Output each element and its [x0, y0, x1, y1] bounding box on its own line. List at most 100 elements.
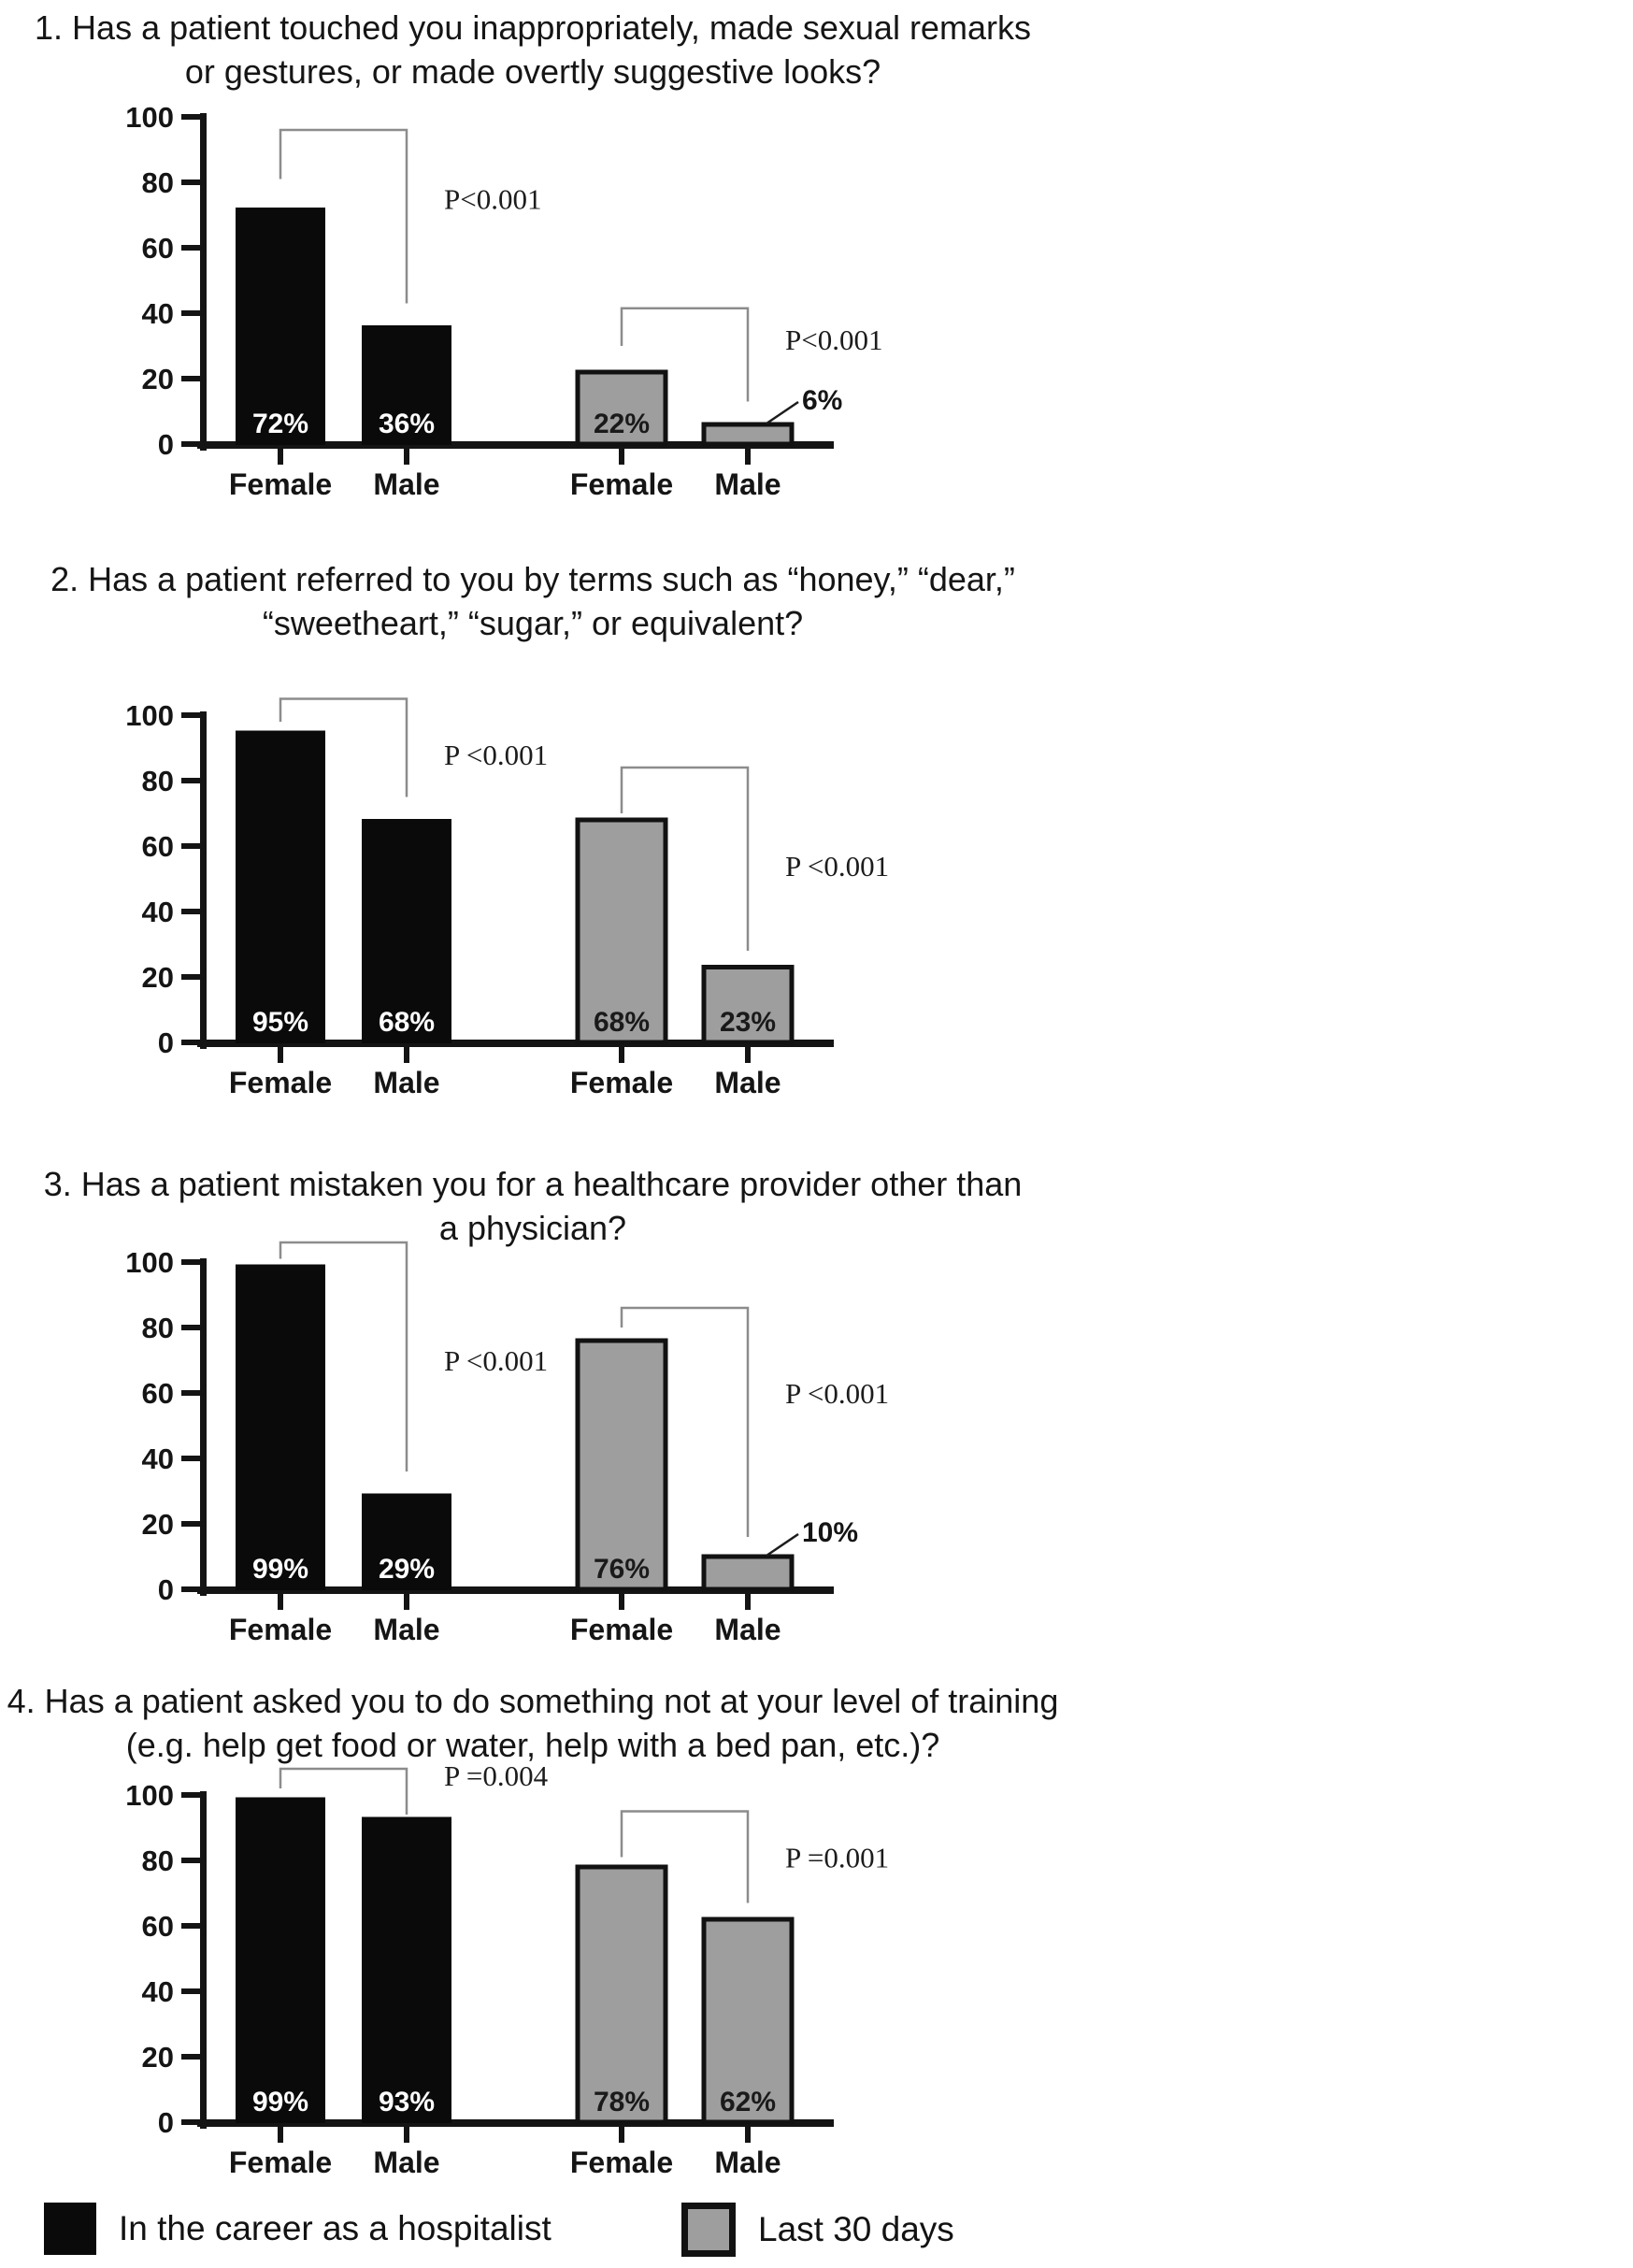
- y-tick-60: [181, 843, 200, 849]
- bar-value-label-1: 99%: [252, 2087, 308, 2117]
- x-tick-1: [278, 1593, 283, 1610]
- y-tick-100: [181, 1792, 200, 1798]
- x-axis-line: [197, 2119, 834, 2127]
- x-tick-2: [404, 2126, 409, 2143]
- p-value-label-1: P =0.004: [444, 1759, 549, 1792]
- callout-leader-line: [766, 1532, 799, 1557]
- chart-1-title-line-1: 1. Has a patient touched you inappropria…: [35, 8, 1031, 47]
- category-label-4: Male: [714, 1066, 781, 1099]
- legend-label-career: In the career as a hospitalist: [119, 2209, 551, 2247]
- y-tick-80: [181, 778, 200, 783]
- y-tick-label-100: 100: [125, 101, 174, 134]
- bar-value-label-2: 36%: [379, 409, 435, 439]
- y-tick-60: [181, 1390, 200, 1396]
- y-tick-label-20: 20: [142, 1508, 174, 1541]
- category-label-2: Male: [373, 467, 439, 501]
- y-tick-40: [181, 909, 200, 914]
- career-swatch-icon: [44, 2203, 96, 2255]
- significance-bracket-2: [620, 1810, 750, 1903]
- x-tick-3: [619, 448, 624, 465]
- y-tick-100: [181, 1259, 200, 1265]
- y-tick-label-0: 0: [158, 1026, 174, 1059]
- bar-female-recent: [575, 369, 668, 447]
- y-tick-label-20: 20: [142, 961, 174, 994]
- significance-bracket-1: [279, 128, 408, 304]
- x-tick-4: [745, 2126, 751, 2143]
- y-tick-label-60: 60: [142, 1910, 174, 1943]
- bar-male-recent: [701, 1554, 795, 1592]
- bar-male-recent: [701, 1916, 795, 2125]
- chart-2-title: 2. Has a patient referred to you by term…: [0, 557, 1066, 645]
- bar-value-label-4: 62%: [720, 2087, 776, 2117]
- chart-4-plot: P =0.004 P =0.001 0 20 40 60 80 100 99% Female 93%…: [75, 1758, 1047, 2197]
- y-tick-label-20: 20: [142, 2041, 174, 2074]
- y-axis-line: [200, 113, 207, 451]
- x-tick-1: [278, 1046, 283, 1063]
- y-tick-label-0: 0: [158, 428, 174, 461]
- x-tick-2: [404, 1046, 409, 1063]
- category-label-2: Male: [373, 1613, 439, 1646]
- significance-bracket-1: [279, 1241, 408, 1471]
- y-tick-0: [181, 1586, 200, 1592]
- y-tick-label-40: 40: [142, 1443, 174, 1475]
- legend-label-recent: Last 30 days: [758, 2210, 954, 2248]
- y-tick-60: [181, 245, 200, 251]
- category-label-1: Female: [229, 467, 332, 501]
- chart-1-title-line-2: or gestures, or made overtly suggestive …: [184, 52, 881, 91]
- x-tick-1: [278, 448, 283, 465]
- bar-value-label-3: 68%: [594, 1007, 650, 1038]
- y-tick-60: [181, 1923, 200, 1929]
- chart-1-plot: P<0.001 P<0.001 0 20 40 60 80 100 72% Female 36% Ma…: [75, 79, 1047, 519]
- bar-value-label-2: 29%: [379, 1554, 435, 1585]
- callout-label: 10%: [802, 1517, 858, 1548]
- y-tick-label-80: 80: [142, 166, 174, 199]
- significance-bracket-2: [620, 307, 750, 402]
- y-tick-label-40: 40: [142, 896, 174, 928]
- chart-3-title-line-2: a physician?: [438, 1209, 627, 1247]
- y-tick-label-100: 100: [125, 1246, 174, 1279]
- y-tick-label-0: 0: [158, 1573, 174, 1606]
- category-label-3: Female: [570, 1066, 673, 1099]
- bar-female-career: [236, 1264, 325, 1590]
- chart-2-plot: P <0.001 P <0.001 0 20 40 60 80 100 95% Female 68%…: [75, 678, 1047, 1117]
- bar-female-career: [236, 208, 325, 445]
- chart-1-title: 1. Has a patient touched you inappropria…: [0, 6, 1066, 93]
- bar-value-label-3: 22%: [594, 409, 650, 439]
- x-tick-2: [404, 1593, 409, 1610]
- bar-male-career: [362, 1493, 451, 1590]
- p-value-label-1: P<0.001: [444, 183, 541, 216]
- y-tick-40: [181, 1456, 200, 1461]
- bar-female-recent: [575, 1338, 668, 1592]
- y-tick-80: [181, 1858, 200, 1863]
- y-tick-20: [181, 2054, 200, 2060]
- category-label-1: Female: [229, 1613, 332, 1646]
- y-tick-label-60: 60: [142, 830, 174, 863]
- p-value-label-2: P <0.001: [785, 1377, 889, 1410]
- legend-item-recent: Last 30 days: [681, 2203, 954, 2257]
- y-axis-line: [200, 1791, 207, 2129]
- bar-female-career: [236, 1797, 325, 2123]
- bar-value-label-1: 95%: [252, 1007, 308, 1038]
- chart-3-title: 3. Has a patient mistaken you for a heal…: [0, 1162, 1066, 1250]
- y-tick-label-60: 60: [142, 232, 174, 265]
- bar-female-career: [236, 730, 325, 1043]
- recent-swatch-icon: [681, 2203, 736, 2257]
- y-axis-line: [200, 711, 207, 1049]
- x-tick-4: [745, 448, 751, 465]
- legend-item-career: In the career as a hospitalist: [44, 2203, 551, 2255]
- chart-2-title-line-2: “sweetheart,” “sugar,” or equivalent?: [262, 604, 804, 642]
- y-tick-label-100: 100: [125, 1779, 174, 1812]
- p-value-label-2: P =0.001: [785, 1842, 889, 1874]
- category-label-3: Female: [570, 467, 673, 501]
- chart-2-canvas: P <0.001 P <0.001 0 20 40 60 80 100 95% Female 68%…: [125, 697, 889, 1099]
- significance-bracket-2: [620, 766, 750, 951]
- category-label-4: Male: [714, 1613, 781, 1646]
- x-tick-1: [278, 2126, 283, 2143]
- p-value-label-2: P<0.001: [785, 323, 882, 356]
- y-tick-40: [181, 1988, 200, 1994]
- chart-1-canvas: P<0.001 P<0.001 0 20 40 60 80 100 72% Female 36% Ma…: [125, 101, 882, 501]
- y-tick-0: [181, 1040, 200, 1045]
- chart-3-canvas: P <0.001 P <0.001 0 20 40 60 80 100 99% Female 29%…: [125, 1241, 889, 1646]
- bar-male-career: [362, 819, 451, 1043]
